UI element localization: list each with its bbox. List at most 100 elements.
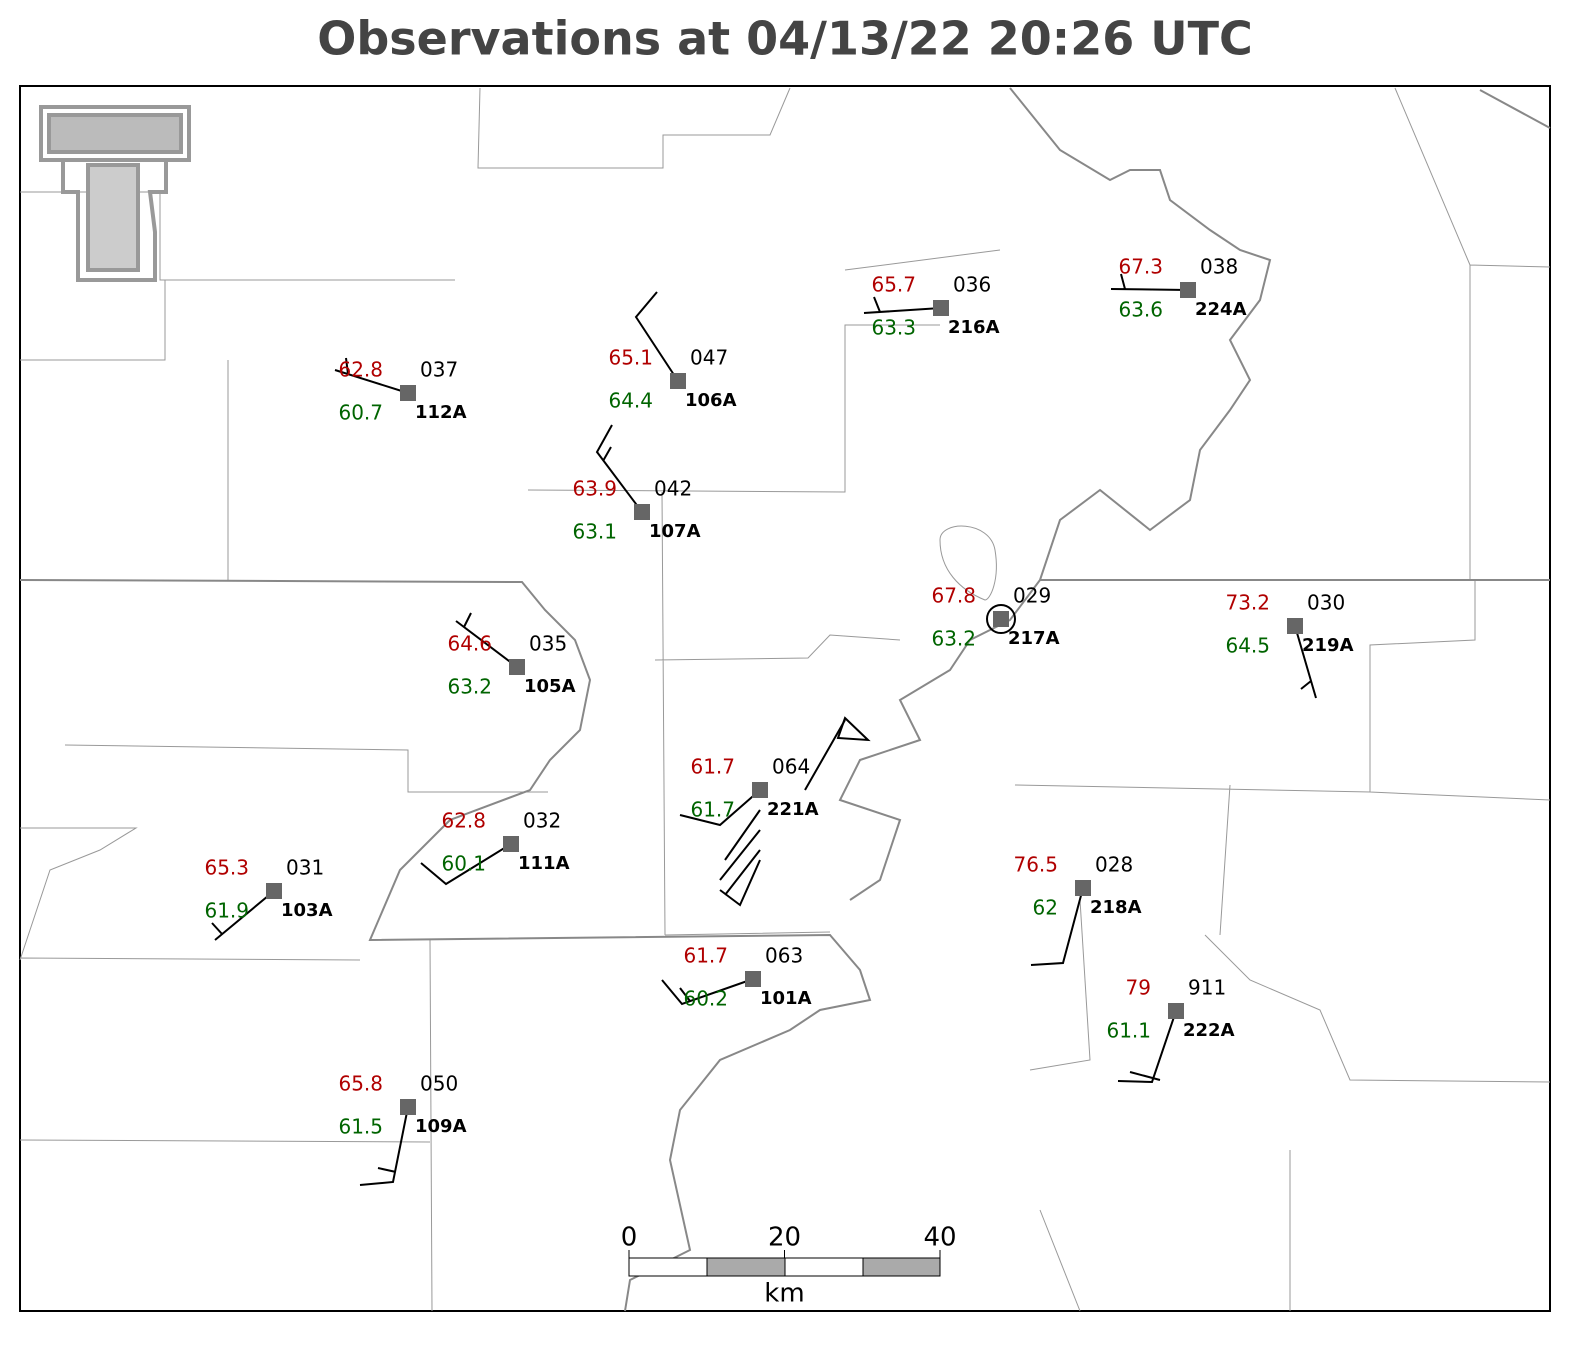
station-id: 222A bbox=[1183, 1020, 1235, 1041]
station-code: 029 bbox=[1013, 584, 1051, 608]
temperature: 62.8 bbox=[338, 358, 383, 382]
dewpoint: 63.2 bbox=[447, 675, 492, 699]
wind-barb bbox=[359, 1106, 409, 1186]
station-marker bbox=[670, 373, 686, 389]
station-id: 219A bbox=[1302, 635, 1354, 656]
dewpoint: 63.2 bbox=[931, 627, 976, 651]
map-frame bbox=[19, 85, 1551, 1312]
wind-barb bbox=[1294, 625, 1317, 699]
dewpoint: 61.7 bbox=[690, 798, 735, 822]
temperature: 62.8 bbox=[441, 809, 486, 833]
scale-label: 20 bbox=[768, 1223, 801, 1253]
station-id: 103A bbox=[281, 900, 333, 921]
dewpoint: 64.5 bbox=[1225, 634, 1270, 658]
calm-circle bbox=[986, 604, 1016, 634]
station-code: 031 bbox=[286, 856, 324, 880]
station-code: 050 bbox=[420, 1072, 458, 1096]
station-code: 028 bbox=[1095, 853, 1133, 877]
wind-barb bbox=[836, 716, 871, 742]
wind-barb bbox=[679, 719, 846, 907]
wind-barb bbox=[863, 296, 942, 314]
wind-barb bbox=[661, 978, 754, 1006]
scale-label: 40 bbox=[923, 1223, 956, 1253]
station-marker bbox=[933, 300, 949, 316]
temperature: 67.3 bbox=[1118, 255, 1163, 279]
station-marker bbox=[1180, 282, 1196, 298]
dewpoint: 61.5 bbox=[338, 1115, 383, 1139]
dewpoint: 61.9 bbox=[204, 899, 249, 923]
scale-label: 0 bbox=[621, 1223, 638, 1253]
scale-unit: km bbox=[764, 1279, 804, 1309]
temperature: 65.1 bbox=[608, 346, 653, 370]
temperature: 64.6 bbox=[447, 632, 492, 656]
station-code: 035 bbox=[529, 632, 567, 656]
station-id: 112A bbox=[415, 402, 467, 423]
station-id: 107A bbox=[649, 521, 701, 542]
logo bbox=[39, 105, 191, 282]
dewpoint: 62 bbox=[1033, 896, 1058, 920]
wind-barb bbox=[455, 612, 518, 668]
temperature: 61.7 bbox=[683, 944, 728, 968]
dewpoint: 60.2 bbox=[683, 987, 728, 1011]
temperature: 65.3 bbox=[204, 856, 249, 880]
station-code: 037 bbox=[420, 358, 458, 382]
station-code: 030 bbox=[1307, 591, 1345, 615]
temperature: 63.9 bbox=[572, 477, 617, 501]
temperature: 76.5 bbox=[1013, 853, 1058, 877]
temperature: 65.8 bbox=[338, 1072, 383, 1096]
station-code: 047 bbox=[690, 346, 728, 370]
temperature: 65.7 bbox=[871, 273, 916, 297]
county-borders bbox=[19, 87, 1551, 1312]
station-id: 221A bbox=[767, 799, 819, 820]
station-id: 105A bbox=[524, 676, 576, 697]
station-code: 063 bbox=[765, 944, 803, 968]
station-id: 224A bbox=[1195, 299, 1247, 320]
dewpoint: 61.1 bbox=[1106, 1019, 1151, 1043]
wind-barb bbox=[634, 291, 679, 382]
wind-barb bbox=[420, 843, 512, 886]
station-marker bbox=[266, 883, 282, 899]
station-code: 064 bbox=[772, 755, 810, 779]
dewpoint: 63.6 bbox=[1118, 298, 1163, 322]
station-code: 038 bbox=[1200, 255, 1238, 279]
station-marker bbox=[1075, 880, 1091, 896]
station-code: 911 bbox=[1188, 976, 1226, 1000]
temperature: 79 bbox=[1126, 976, 1151, 1000]
station-id: 217A bbox=[1008, 628, 1060, 649]
scale-bar bbox=[628, 1257, 941, 1277]
dewpoint: 60.7 bbox=[338, 401, 383, 425]
station-code: 042 bbox=[654, 477, 692, 501]
station-code: 036 bbox=[953, 273, 991, 297]
station-id: 218A bbox=[1090, 897, 1142, 918]
wind-barb bbox=[211, 890, 275, 941]
dewpoint: 63.3 bbox=[871, 316, 916, 340]
station-id: 106A bbox=[685, 390, 737, 411]
wind-barb bbox=[595, 424, 643, 513]
station-marker bbox=[400, 385, 416, 401]
wind-barb bbox=[334, 357, 409, 394]
dewpoint: 64.4 bbox=[608, 389, 653, 413]
dewpoint: 63.1 bbox=[572, 520, 617, 544]
station-marker bbox=[1168, 1003, 1184, 1019]
station-id: 111A bbox=[518, 853, 570, 874]
wind-barb bbox=[1117, 1010, 1177, 1084]
wind-barb bbox=[1110, 273, 1189, 291]
temperature: 61.7 bbox=[690, 755, 735, 779]
station-marker bbox=[993, 611, 1009, 627]
station-marker bbox=[634, 504, 650, 520]
wind-barb bbox=[1030, 887, 1084, 966]
station-marker bbox=[752, 782, 768, 798]
station-marker bbox=[400, 1099, 416, 1115]
station-id: 101A bbox=[760, 988, 812, 1009]
station-marker bbox=[745, 971, 761, 987]
station-id: 109A bbox=[415, 1116, 467, 1137]
title: Observations at 04/13/22 20:26 UTC bbox=[317, 12, 1252, 66]
station-code: 032 bbox=[523, 809, 561, 833]
station-marker bbox=[509, 659, 525, 675]
station-marker bbox=[503, 836, 519, 852]
station-id: 216A bbox=[948, 317, 1000, 338]
station-marker bbox=[1287, 618, 1303, 634]
temperature: 73.2 bbox=[1225, 591, 1270, 615]
temperature: 67.8 bbox=[931, 584, 976, 608]
